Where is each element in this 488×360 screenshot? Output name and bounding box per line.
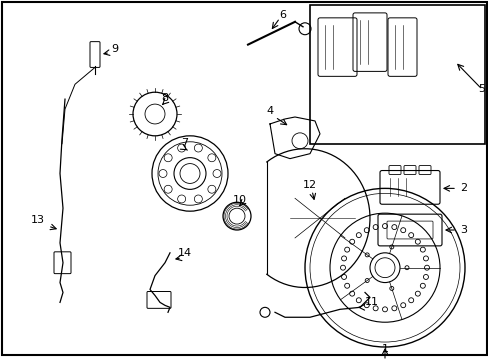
Text: 9: 9 [111,44,118,54]
Text: 1: 1 [381,344,387,354]
Text: 10: 10 [232,195,246,205]
Text: 7: 7 [181,138,188,148]
Text: 2: 2 [459,183,466,193]
Text: 6: 6 [279,10,286,20]
Text: 12: 12 [303,180,316,190]
Text: 11: 11 [364,297,378,307]
Text: 13: 13 [31,215,45,225]
Text: 8: 8 [161,93,168,103]
Text: 4: 4 [266,106,273,116]
Text: 14: 14 [178,248,192,258]
Bar [309,5,484,144]
Text: 5: 5 [477,84,484,94]
Text: 3: 3 [459,225,466,235]
